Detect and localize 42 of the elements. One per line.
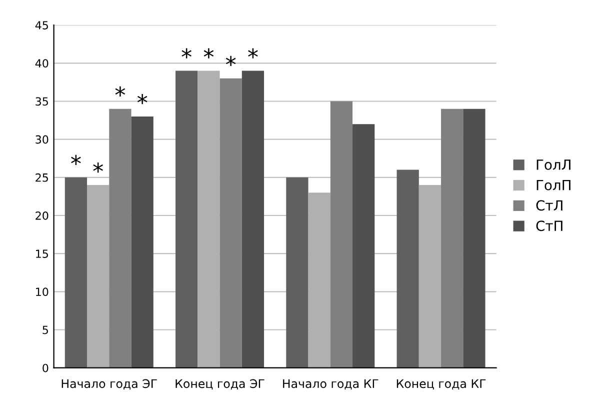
y-tick-label: 25 xyxy=(36,173,48,182)
y-tick-label: 20 xyxy=(36,211,48,220)
y-tick-label: 30 xyxy=(36,135,48,144)
bar xyxy=(308,192,330,368)
annotation: * xyxy=(115,86,126,96)
bar xyxy=(176,70,198,368)
bar xyxy=(330,101,353,368)
y-tick-label: 15 xyxy=(36,250,48,258)
legend-label: СтП xyxy=(536,220,562,232)
bar xyxy=(220,78,242,368)
bar xyxy=(87,185,110,368)
annotation: * xyxy=(71,154,81,166)
legend-label: ГолЛ xyxy=(536,160,570,170)
y-tick-label: 10 xyxy=(36,288,48,296)
y-tick-label: 5 xyxy=(42,326,48,334)
bar xyxy=(463,108,486,368)
x-tick-label: Начало года КГ xyxy=(283,379,378,390)
bar xyxy=(198,70,220,368)
annotation: * xyxy=(248,48,258,58)
y-tick-label: 0 xyxy=(42,364,48,372)
bar xyxy=(131,116,154,368)
y-tick-label: 45 xyxy=(35,21,48,30)
bar xyxy=(396,170,419,368)
bar xyxy=(441,108,464,368)
bar xyxy=(418,185,442,368)
annotation: * xyxy=(93,162,103,173)
bar xyxy=(242,70,264,368)
bar xyxy=(109,108,132,368)
bar xyxy=(286,177,308,368)
annotation: * xyxy=(182,48,192,58)
x-tick-label: Конец года КГ xyxy=(396,379,486,390)
y-tick-label: 35 xyxy=(36,97,48,106)
annotation: * xyxy=(204,48,214,58)
x-tick-label: Начало года ЭГ xyxy=(62,379,157,390)
annotation: * xyxy=(226,56,236,66)
bar xyxy=(64,177,88,368)
x-tick-label: Конец года ЭГ xyxy=(176,379,264,390)
legend-label: ГолП xyxy=(536,180,570,190)
annotation: * xyxy=(137,94,148,104)
y-tick-label: 40 xyxy=(35,59,48,68)
legend-label: СтЛ xyxy=(536,200,562,211)
bar xyxy=(352,124,375,368)
